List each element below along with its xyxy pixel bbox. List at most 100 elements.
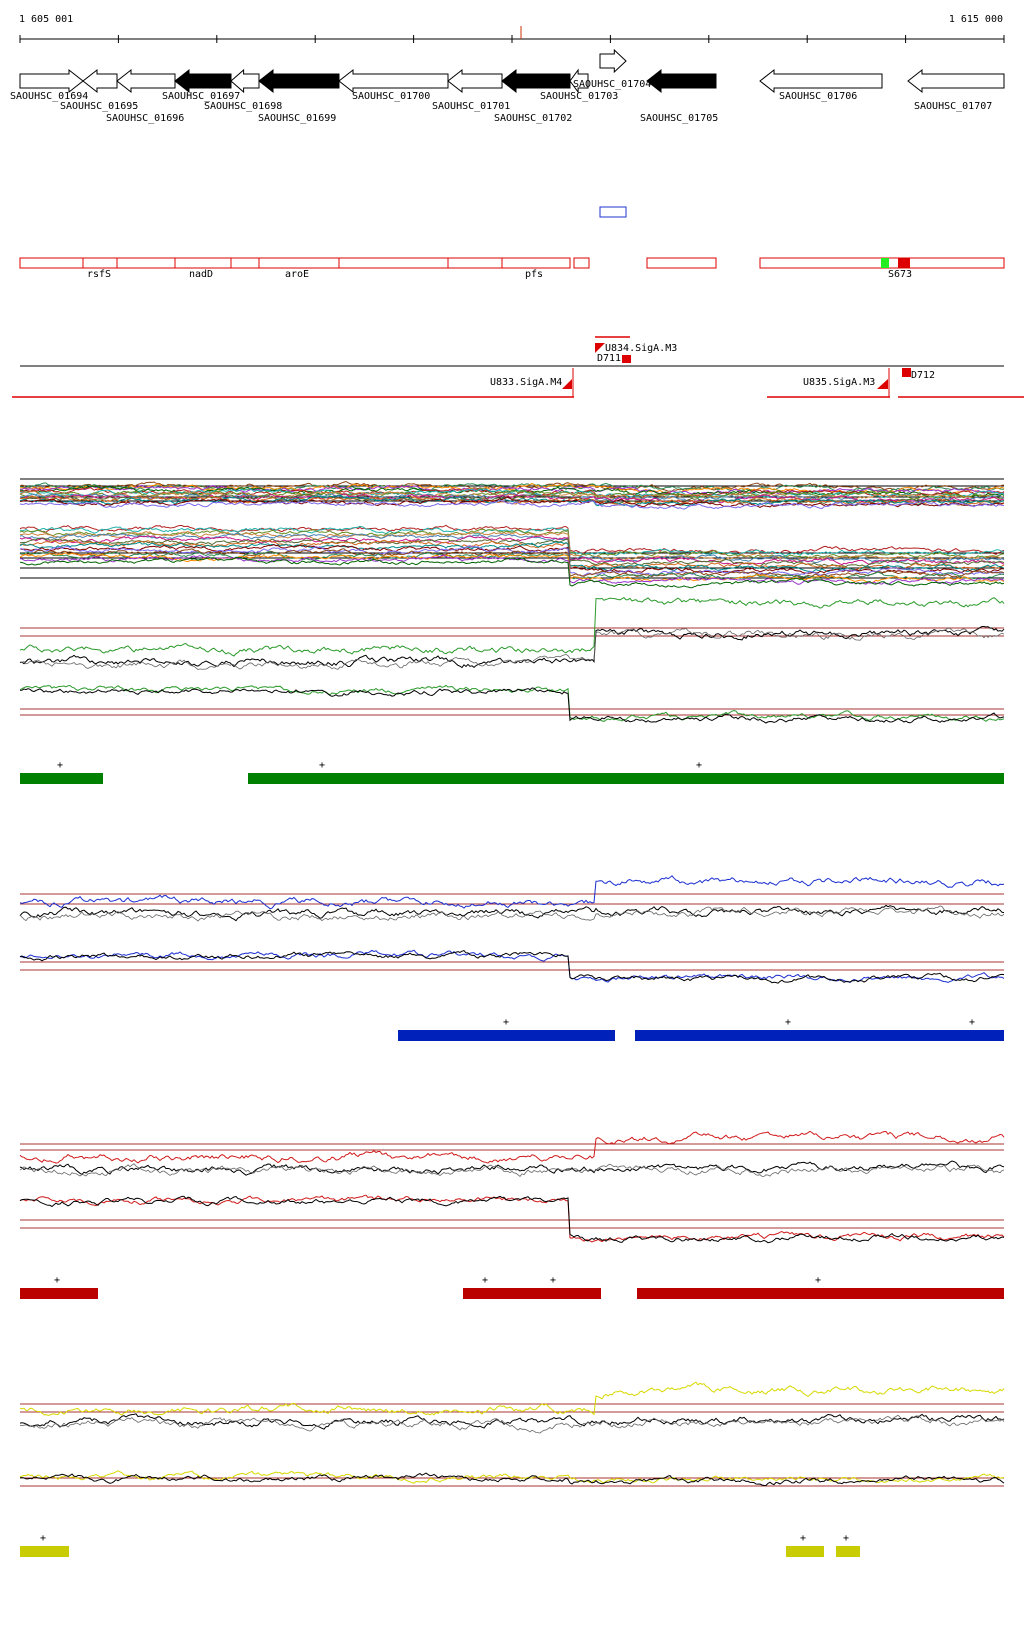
expression-region-bar[interactable]	[637, 1288, 1004, 1299]
expression-region-bar[interactable]	[463, 1288, 601, 1299]
gene-label[interactable]: SAOUHSC_01703	[540, 91, 619, 102]
segment-end-triangle[interactable]	[877, 379, 888, 389]
expression-line	[19, 684, 1005, 722]
expression-region-bar[interactable]	[248, 773, 1004, 784]
condition-line	[19, 528, 1005, 559]
expression-line	[19, 1130, 1005, 1164]
gene-name-label: pfs	[524, 269, 544, 280]
segment-label[interactable]: U834.SigA.M3	[605, 343, 678, 354]
expression-region-bar[interactable]	[20, 773, 103, 784]
gene-label[interactable]: SAOUHSC_01695	[60, 101, 139, 112]
annotation-box[interactable]	[501, 257, 571, 269]
gene-label[interactable]: SAOUHSC_01699	[258, 113, 337, 124]
expression-line	[19, 687, 1005, 724]
gene-label[interactable]: SAOUHSC_01705	[640, 113, 719, 124]
annotation-mark-red[interactable]	[898, 258, 910, 268]
annotation-track[interactable]	[19, 257, 1005, 269]
segment-label[interactable]: D712	[911, 370, 936, 381]
annotation-box[interactable]	[573, 257, 590, 269]
gene-arrow[interactable]	[174, 68, 232, 94]
gene-label[interactable]: SAOUHSC_01707	[914, 101, 993, 112]
gene-arrow[interactable]	[82, 68, 118, 94]
blue-feature-box[interactable]	[599, 206, 627, 218]
segment-end-triangle[interactable]	[562, 379, 572, 389]
gene-arrow[interactable]	[646, 68, 717, 94]
expression-region-bar[interactable]	[398, 1030, 615, 1041]
gene-arrow[interactable]	[907, 68, 1005, 94]
annotation-box[interactable]	[447, 257, 503, 269]
gene-arrow[interactable]	[116, 68, 176, 94]
condition-line	[19, 541, 1005, 573]
gene-arrow[interactable]	[569, 68, 589, 94]
expression-line	[19, 949, 1005, 984]
transcription-segment-track[interactable]	[12, 336, 1024, 398]
expression-line	[19, 1470, 1005, 1484]
gene-label[interactable]: SAOUHSC_01706	[779, 91, 858, 102]
ruler-start-label: 1 605 001	[19, 14, 74, 25]
segment-label[interactable]: U833.SigA.M4	[490, 377, 563, 388]
condition-line	[19, 545, 1005, 577]
gene-label[interactable]: SAOUHSC_01696	[106, 113, 185, 124]
annotation-box[interactable]	[19, 257, 84, 269]
gene-label[interactable]: SAOUHSC_01700	[352, 91, 431, 102]
segment-start-triangle[interactable]	[595, 343, 605, 353]
segment-end-box[interactable]	[902, 368, 911, 377]
gene-arrow[interactable]	[338, 68, 449, 94]
ruler-ticks	[19, 26, 1005, 43]
gene-arrow[interactable]	[447, 68, 503, 94]
expression-region-bar[interactable]	[20, 1288, 98, 1299]
annotation-box[interactable]	[338, 257, 449, 269]
coordinate-ruler	[19, 26, 1005, 43]
gene-arrow[interactable]	[258, 68, 340, 94]
annotation-box[interactable]	[230, 257, 260, 269]
expression-region-bar[interactable]	[635, 1030, 1004, 1041]
expression-line	[19, 1163, 1005, 1177]
annotation-box[interactable]	[174, 257, 232, 269]
annotation-box[interactable]	[646, 257, 717, 269]
plus-marker: +	[56, 760, 64, 771]
condition-line	[19, 484, 1005, 495]
expression-region-bar[interactable]	[836, 1546, 860, 1557]
condition-line	[19, 524, 1005, 555]
plus-marker: +	[481, 1275, 489, 1286]
condition-line	[19, 535, 1005, 566]
condition-line	[19, 551, 1005, 580]
gene-arrow[interactable]	[599, 48, 627, 74]
annotation-mark-green[interactable]	[881, 258, 889, 268]
plus-marker: +	[968, 1017, 976, 1028]
annotation-box[interactable]	[116, 257, 176, 269]
gene-name-label: aroE	[284, 269, 310, 280]
annotation-box[interactable]	[759, 257, 883, 269]
expression-region-bar[interactable]	[786, 1546, 824, 1557]
expression-line	[19, 1195, 1005, 1244]
gene-arrow[interactable]	[19, 68, 84, 94]
condition-expression-tracks	[19, 596, 1005, 1557]
gene-label[interactable]: SAOUHSC_01698	[204, 101, 283, 112]
expression-line	[19, 1160, 1005, 1176]
segment-end-box[interactable]	[622, 355, 631, 363]
gene-arrow[interactable]	[501, 68, 571, 94]
annotation-box[interactable]	[82, 257, 118, 269]
condition-line	[19, 532, 1005, 564]
gene-label[interactable]: SAOUHSC_01704	[573, 79, 652, 90]
segment-label[interactable]: D711	[597, 353, 622, 364]
gene-label[interactable]: SAOUHSC_01694	[10, 91, 89, 102]
expression-line	[19, 950, 1005, 984]
gene-label[interactable]: SAOUHSC_01701	[432, 101, 511, 112]
condition-line	[19, 552, 1005, 584]
condition-line	[19, 480, 1005, 493]
gene-arrow[interactable]	[759, 68, 883, 94]
annotation-box[interactable]	[258, 257, 340, 269]
gene-label[interactable]: SAOUHSC_01702	[494, 113, 573, 124]
condition-line	[19, 530, 1005, 562]
plus-marker: +	[695, 760, 703, 771]
condition-line	[19, 539, 1005, 571]
segment-label[interactable]: U835.SigA.M3	[803, 377, 876, 388]
gene-label[interactable]: SAOUHSC_01697	[162, 91, 241, 102]
condition-line	[19, 554, 1005, 585]
gene-arrow[interactable]	[230, 68, 260, 94]
expression-region-bar[interactable]	[20, 1546, 69, 1557]
expression-line	[19, 627, 1005, 670]
plus-marker: +	[53, 1275, 61, 1286]
gene-track[interactable]	[19, 48, 1005, 94]
